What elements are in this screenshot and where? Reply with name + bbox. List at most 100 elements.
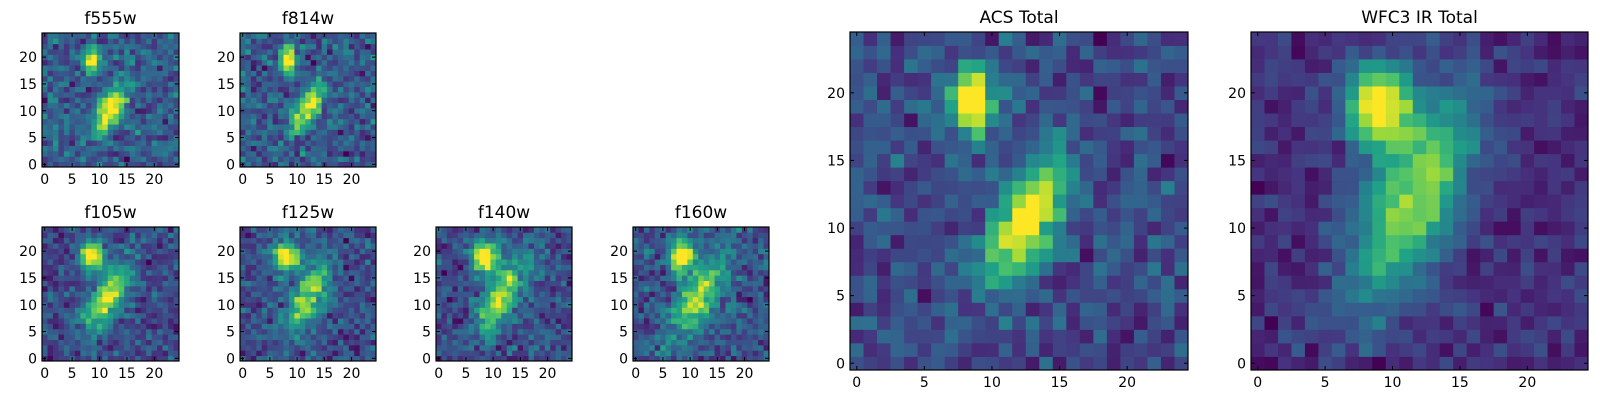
image-cell (904, 167, 918, 182)
image-cell (1574, 167, 1589, 182)
image-cell (474, 350, 480, 357)
image-cell (958, 342, 973, 357)
image-cell (310, 355, 317, 362)
image-cell (1052, 221, 1067, 236)
image-cell (441, 355, 448, 362)
image-cell (47, 350, 54, 357)
image-cell (91, 259, 98, 265)
image-cell (441, 253, 448, 260)
image-cell (1079, 167, 1094, 182)
image-cell (452, 227, 459, 233)
image-cell (1066, 315, 1081, 330)
image-cell (310, 328, 317, 335)
image-cell (337, 33, 344, 39)
y-tick-label: 15 (610, 271, 628, 287)
image-cell (484, 232, 491, 239)
image-cell (944, 86, 959, 100)
image-cell (725, 243, 732, 249)
image-cell (877, 32, 891, 46)
image-cell (91, 302, 98, 308)
image-cell (692, 328, 699, 335)
image-cell (162, 237, 169, 244)
image-cell (102, 339, 109, 346)
image-cell (681, 312, 688, 319)
image-cell (69, 339, 76, 346)
image-cell (736, 302, 743, 308)
image-cell (278, 296, 284, 303)
image-cell (102, 269, 109, 276)
image-cell (288, 237, 295, 244)
image-cell (676, 355, 683, 362)
image-cell (310, 124, 317, 130)
image-cell (113, 65, 120, 71)
image-cell (523, 323, 529, 330)
image-cell (468, 285, 475, 292)
image-cell (288, 43, 295, 50)
image-cell (1025, 59, 1040, 73)
image-cell (446, 296, 453, 303)
image-cell (69, 38, 76, 45)
image-cell (665, 350, 672, 357)
image-cell (436, 253, 442, 260)
image-cell (332, 259, 339, 265)
image-cell (272, 296, 279, 303)
image-cell (931, 221, 946, 236)
image-cell (321, 129, 328, 136)
image-cell (1507, 261, 1521, 276)
image-cell (288, 54, 295, 61)
image-cell (102, 33, 109, 39)
image-cell (555, 269, 562, 276)
image-cell (146, 344, 152, 351)
image-cell (102, 291, 109, 298)
image-cell (343, 237, 350, 244)
image-cell (944, 356, 959, 371)
image-cell (550, 285, 557, 292)
image-cell (321, 264, 328, 271)
image-cell (96, 134, 103, 141)
image-cell (256, 302, 263, 308)
image-cell (332, 296, 339, 303)
y-tick-label: 10 (827, 221, 845, 237)
image-cell (1039, 167, 1054, 182)
image-cell (332, 43, 339, 50)
image-cell (752, 285, 759, 292)
image-cell (310, 102, 317, 109)
image-cell (245, 113, 252, 120)
image-cell (692, 312, 699, 319)
image-cell (52, 350, 59, 357)
image-cell (1520, 275, 1535, 290)
image-cell (1106, 234, 1121, 249)
image-cell (985, 248, 1000, 263)
image-cell (931, 261, 946, 276)
image-cell (512, 253, 518, 260)
image-cell (151, 344, 158, 351)
image-cell (250, 108, 257, 114)
image-cell (1547, 288, 1562, 303)
image-cell (468, 323, 475, 330)
image-cell (74, 307, 81, 314)
image-cell (96, 81, 103, 87)
image-cell (457, 334, 464, 340)
image-cell (267, 339, 274, 346)
image-cell (47, 150, 54, 157)
image-cell (135, 334, 142, 340)
image-cell (168, 232, 174, 239)
image-cell (370, 49, 377, 55)
image-cell (278, 280, 284, 287)
image-cell (91, 129, 98, 136)
image-cell (107, 344, 114, 351)
image-cell (370, 344, 377, 351)
x-tick-label: 5 (68, 366, 77, 382)
image-cell (958, 59, 973, 73)
image-cell (58, 113, 65, 120)
image-cell (327, 285, 333, 292)
image-cell (649, 291, 656, 298)
image-cell (958, 72, 973, 87)
image-cell (539, 243, 546, 249)
image-cell (365, 237, 371, 244)
image-cell (113, 59, 120, 66)
image-cell (539, 280, 546, 287)
image-cell (157, 323, 163, 330)
